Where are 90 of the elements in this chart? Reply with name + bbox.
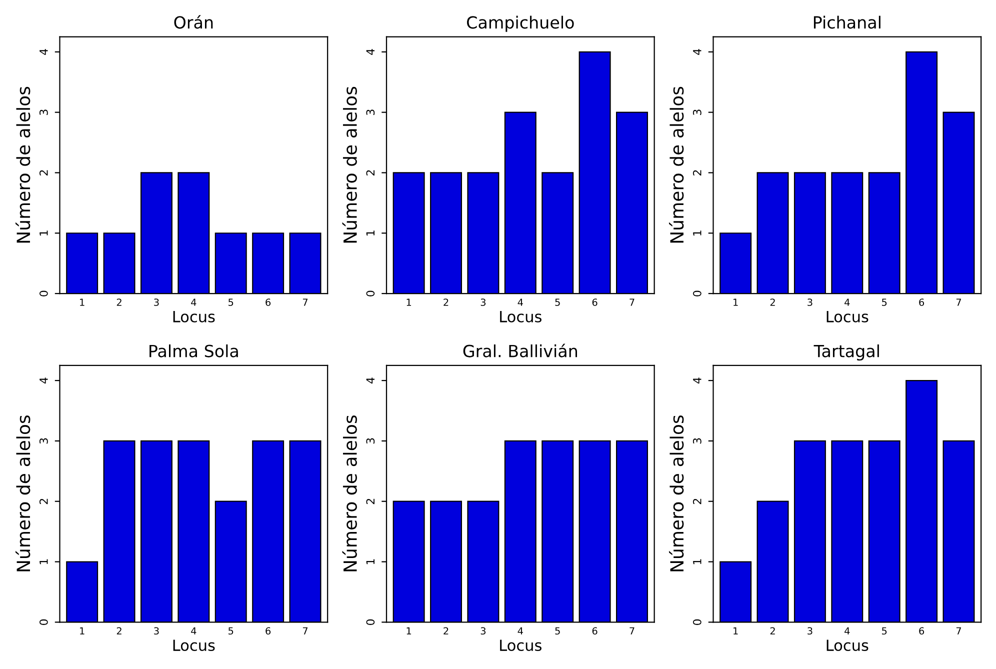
x-axis-title: Locus [500,311,542,322]
y-tick-label: 2 [692,170,702,176]
y-tick-label: 4 [693,378,702,384]
chart-title: Pichanal [814,16,880,29]
x-tick-label: 3 [154,298,159,306]
x-tick-label: 5 [882,627,887,635]
x-tick-label: 5 [228,627,234,635]
x-tick-label: 4 [191,627,196,634]
y-tick-label: 0 [692,619,702,625]
y-tick-label: 3 [692,110,702,115]
y-tick-label: 1 [40,230,48,236]
y-tick-label: 3 [692,438,702,444]
x-tick-label: 5 [228,298,234,306]
x-tick-label: 1 [80,298,84,306]
x-tick-label: 3 [808,298,812,306]
x-tick-label: 5 [882,298,887,306]
y-tick-label: 0 [39,619,48,625]
x-axis-title: Locus [826,640,868,652]
y-tick-label: 1 [693,559,702,564]
x-tick-label: 2 [116,627,122,634]
chart-title: Campichuelo [467,16,574,32]
y-tick-label: 4 [40,48,48,55]
y-tick-label: 0 [39,290,48,296]
y-tick-label: 1 [366,230,374,236]
y-tick-label: 2 [39,498,48,504]
y-tick-label: 2 [692,498,702,504]
y-axis-title: Número de alelos [16,86,30,243]
x-axis-title: Locus [826,311,868,322]
x-tick-label: 4 [844,298,850,306]
x-tick-label: 6 [919,298,924,306]
chart-title: Orán [174,15,213,29]
y-tick-label: 1 [366,559,374,564]
x-tick-label: 5 [555,298,560,306]
x-tick-label: 7 [956,627,962,634]
x-tick-label: 1 [406,627,412,634]
y-tick-label: 4 [366,48,374,55]
y-axis-title: Número de alelos [669,86,684,243]
y-tick-label: 2 [366,170,374,176]
x-tick-label: 2 [444,298,448,306]
x-tick-label: 1 [80,627,84,634]
x-tick-label: 1 [734,298,738,306]
y-tick-label: 0 [366,290,375,296]
y-tick-label: 3 [366,110,375,115]
x-tick-label: 2 [444,627,448,634]
x-tick-label: 3 [480,298,486,306]
x-tick-label: 7 [302,627,308,634]
x-tick-label: 6 [592,627,598,635]
x-tick-label: 7 [630,298,634,306]
y-axis-title: Número de alelos [342,86,357,243]
x-tick-label: 4 [518,298,523,306]
y-tick-label: 0 [692,290,702,296]
y-tick-label: 3 [39,438,48,444]
y-tick-label: 1 [40,559,48,564]
y-axis-title: Número de alelos [669,415,684,572]
y-tick-label: 2 [366,498,374,504]
x-tick-label: 1 [406,298,412,306]
x-tick-label: 4 [518,627,523,634]
x-tick-label: 6 [592,298,598,306]
y-tick-label: 3 [39,110,48,115]
x-tick-label: 7 [630,627,634,634]
y-tick-label: 0 [366,619,375,625]
x-tick-label: 2 [770,298,775,306]
x-tick-label: 1 [734,627,738,634]
y-tick-label: 3 [366,438,375,444]
y-axis-title: Número de alelos [342,415,357,572]
x-axis-title: Locus [173,640,215,652]
y-axis-title: Número de alelos [16,415,30,572]
x-tick-label: 7 [956,298,962,306]
x-tick-label: 2 [116,298,122,306]
y-tick-label: 2 [39,170,48,176]
x-tick-label: 6 [266,298,271,306]
x-tick-label: 5 [555,627,560,635]
x-tick-label: 3 [808,627,812,635]
y-tick-label: 1 [693,230,702,236]
y-tick-label: 4 [366,378,374,384]
x-axis-title: Locus [500,640,542,652]
x-tick-label: 7 [302,298,308,306]
chart-title: Gral. Ballivián [463,344,578,358]
x-tick-label: 6 [266,627,271,635]
chart-title: Tartagal [814,344,879,361]
x-tick-label: 3 [480,627,486,635]
x-axis-title: Locus [173,311,215,322]
chart-title: Palma Sola [150,344,238,358]
x-tick-label: 6 [919,627,924,635]
x-tick-label: 4 [844,627,850,634]
x-tick-label: 2 [770,627,775,634]
y-tick-label: 4 [693,48,702,55]
y-tick-label: 4 [40,378,48,384]
x-tick-label: 3 [154,627,159,635]
x-tick-label: 4 [191,298,196,306]
